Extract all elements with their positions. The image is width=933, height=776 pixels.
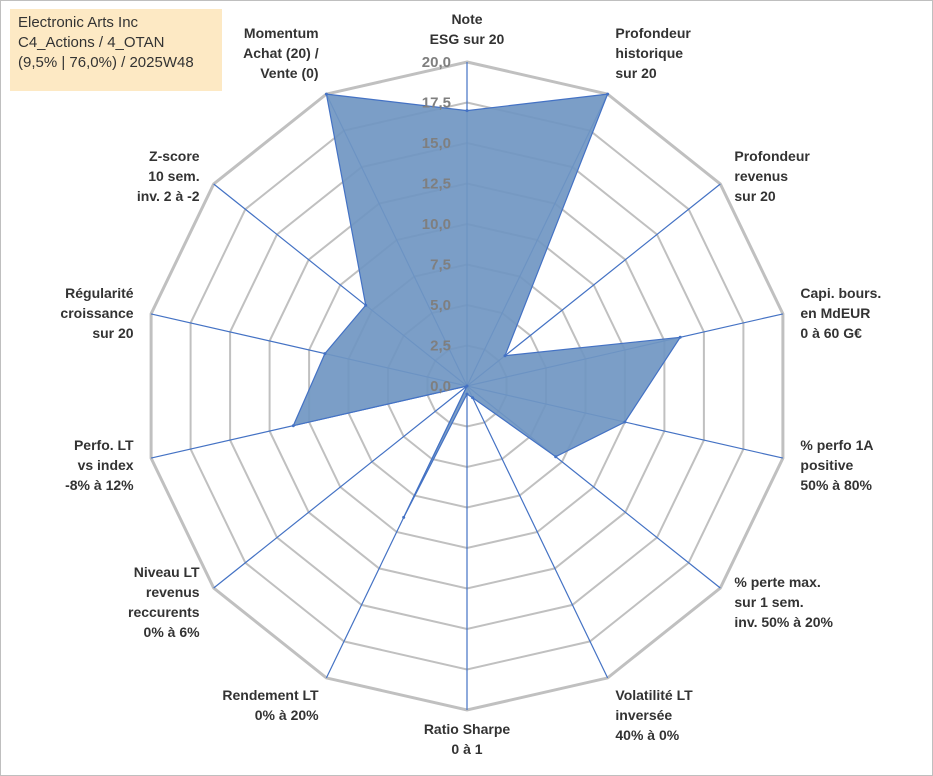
axis-label-13: Momentum Achat (20) / Vente (0) [243, 25, 319, 81]
series-point-11 [323, 352, 327, 356]
axis-label-6: Volatilité LT inversée 40% à 0% [615, 687, 693, 743]
series-point-10 [291, 424, 295, 428]
series-point-9 [465, 384, 469, 388]
spoke-9 [213, 385, 468, 589]
axis-label-9: Niveau LT revenus reccurents 0% à 6% [128, 564, 200, 640]
axis-label-3: Capi. bours. en MdEUR 0 à 60 G€ [800, 285, 881, 341]
axis-label-2: Profondeur revenus sur 20 [734, 148, 810, 204]
spoke-6 [466, 385, 609, 679]
axis-label-11: Régularité croissance sur 20 [60, 285, 133, 341]
info-category: C4_Actions / 4_OTAN [18, 34, 165, 51]
series-area [292, 93, 682, 518]
series-point-1 [606, 92, 610, 96]
info-company: Electronic Arts Inc [18, 14, 139, 31]
series-point-3 [678, 335, 682, 339]
series-point-0 [465, 109, 469, 113]
tick-label-8: 20,0 [422, 54, 451, 71]
axis-label-12: Z-score 10 sem. inv. 2 à -2 [137, 148, 200, 204]
radar-axis-labels: Note ESG sur 20 Profondeur historique sur 20… [60, 11, 881, 757]
spoke-2 [466, 183, 721, 387]
axis-label-0: Note ESG sur 20 [430, 11, 505, 47]
series-point-2 [503, 354, 507, 358]
tick-label-4: 10,0 [422, 216, 451, 233]
info-box: Electronic Arts Inc C4_Actions / 4_OTAN … [10, 9, 222, 91]
series-point-7 [465, 392, 469, 396]
tick-label-1: 2,5 [430, 338, 451, 355]
axis-label-1: Profondeur historique sur 20 [615, 25, 691, 81]
axis-label-7: Ratio Sharpe 0 à 1 [424, 721, 511, 757]
tick-label-6: 15,0 [422, 135, 451, 152]
tick-label-5: 12,5 [422, 176, 451, 193]
axis-label-10: Perfo. LT vs index -8% à 12% [65, 437, 134, 493]
tick-label-3: 7,5 [430, 257, 451, 274]
tick-label-7: 17,5 [422, 95, 451, 112]
radar-series [291, 92, 682, 519]
series-point-13 [324, 92, 328, 96]
series-point-8 [402, 515, 406, 519]
axis-label-5: % perte max. sur 1 sem. inv. 50% à 20% [734, 574, 833, 630]
axis-label-4: % perfo 1A positive 50% à 80% [800, 437, 873, 493]
info-stats: (9,5% | 76,0%) / 2025W48 [18, 54, 194, 71]
series-point-6 [471, 396, 475, 400]
tick-label-2: 5,0 [430, 297, 451, 314]
series-point-5 [554, 455, 558, 459]
series-point-4 [623, 420, 627, 424]
axis-label-8: Rendement LT 0% à 20% [222, 687, 319, 723]
series-point-12 [364, 303, 368, 307]
tick-label-0: 0,0 [430, 378, 451, 395]
radar-tick-labels: 0,0 2,5 5,0 7,5 10,0 12,5 15,0 17,5 20,0 [422, 54, 451, 395]
